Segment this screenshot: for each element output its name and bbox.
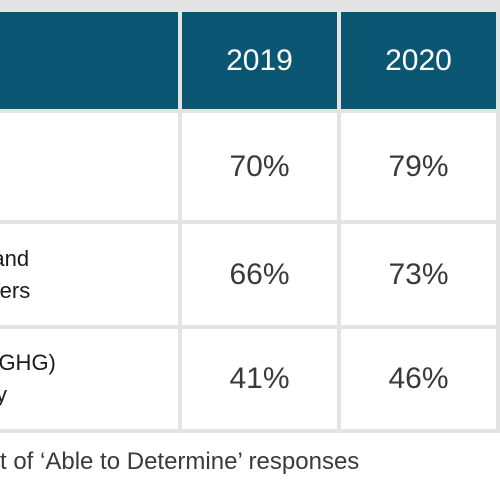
header-2019-text: 2019 <box>226 43 293 77</box>
row-2-2019: 66% <box>182 224 337 325</box>
table-footnote: t of ‘Able to Determine’ responses <box>0 448 360 475</box>
header-cell-2019: 2019 <box>182 12 337 109</box>
row-3-2020: 46% <box>341 329 496 429</box>
row-1-2020-value: 79% <box>388 149 449 183</box>
row-1-2019-value: 70% <box>229 149 290 183</box>
row-2-2020-value: 73% <box>388 257 449 291</box>
row-2-label-text: n and ilizers <box>0 245 31 303</box>
row-2-label: n and ilizers <box>0 224 178 325</box>
header-cell-label <box>0 12 178 109</box>
table-frame: 2019 2020 70% 79% n and ilizers 66% 73% … <box>0 0 500 433</box>
header-cell-2020: 2020 <box>341 12 496 109</box>
row-3-2020-value: 46% <box>388 362 449 395</box>
row-3-2019-value: 41% <box>229 362 290 395</box>
row-1-label <box>0 113 178 220</box>
header-2020-text: 2020 <box>385 43 452 77</box>
row-2-2020: 73% <box>341 224 496 325</box>
row-3-label-text: s (GHG) sity <box>0 350 56 407</box>
row-1-2019: 70% <box>182 113 337 220</box>
row-1-2020: 79% <box>341 113 496 220</box>
row-3-2019: 41% <box>182 329 337 429</box>
row-3-label: s (GHG) sity <box>0 329 178 429</box>
row-2-2019-value: 66% <box>229 257 290 291</box>
